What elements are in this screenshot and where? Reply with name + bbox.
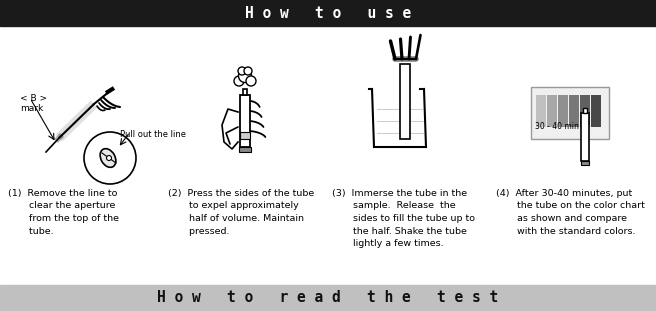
Text: H o w   t o   r e a d   t h e   t e s t: H o w t o r e a d t h e t e s t bbox=[157, 290, 499, 305]
Circle shape bbox=[106, 156, 112, 160]
Text: (1)  Remove the line to
       clear the aperture
       from the top of the
   : (1) Remove the line to clear the apertur… bbox=[8, 189, 119, 235]
Text: (4)  After 30-40 minutes, put
       the tube on the color chart
       as shown: (4) After 30-40 minutes, put the tube on… bbox=[496, 189, 645, 235]
Bar bbox=[243, 89, 247, 95]
Ellipse shape bbox=[100, 149, 116, 167]
Text: Pull out the line: Pull out the line bbox=[120, 130, 186, 139]
Bar bbox=[569, 95, 579, 127]
Circle shape bbox=[84, 132, 136, 184]
Bar bbox=[240, 95, 250, 147]
Bar bbox=[531, 87, 609, 139]
Bar bbox=[583, 108, 587, 113]
Bar bbox=[239, 147, 251, 152]
Bar bbox=[0, 285, 656, 311]
Bar bbox=[591, 95, 601, 127]
Text: (2)  Press the sides of the tube
       to expel approximately
       half of vo: (2) Press the sides of the tube to expel… bbox=[168, 189, 314, 235]
Bar bbox=[547, 95, 557, 127]
Text: (3)  Immerse the tube in the
       sample.  Release  the
       sides to fill t: (3) Immerse the tube in the sample. Rele… bbox=[332, 189, 475, 248]
Circle shape bbox=[238, 67, 246, 75]
Bar bbox=[581, 113, 589, 161]
Circle shape bbox=[246, 76, 256, 86]
Text: H o w   t o   u s e: H o w t o u s e bbox=[245, 6, 411, 21]
Bar bbox=[558, 95, 568, 127]
Circle shape bbox=[244, 67, 252, 75]
Bar bbox=[0, 0, 656, 26]
Text: 30 - 40 min: 30 - 40 min bbox=[535, 122, 579, 131]
Bar bbox=[240, 132, 250, 139]
Bar bbox=[580, 95, 590, 127]
Bar bbox=[400, 64, 410, 139]
Text: < B >
mark: < B > mark bbox=[20, 94, 47, 114]
Circle shape bbox=[239, 69, 251, 82]
Bar bbox=[536, 95, 546, 127]
Circle shape bbox=[234, 76, 244, 86]
Bar bbox=[581, 161, 589, 165]
